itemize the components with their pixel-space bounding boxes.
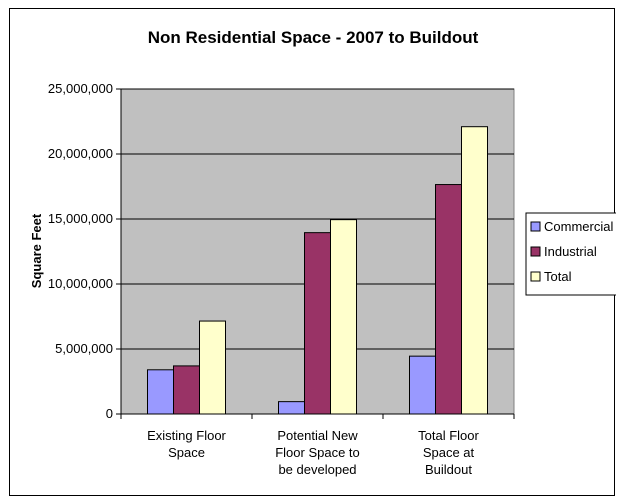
bar-commercial-2: [409, 355, 436, 415]
axes-layer: [116, 88, 515, 419]
ticks-layer: 0 5,000,000 10,000,000 15,000,000 20,000,000…: [48, 81, 113, 421]
x-category-label: Potential New: [277, 428, 358, 443]
x-category-label: Buildout: [425, 462, 472, 477]
x-category-label: Space: [168, 445, 205, 460]
legend-box: [525, 212, 616, 296]
legend-swatch-total: [530, 271, 541, 282]
legend-label-industrial: Industrial: [544, 244, 597, 259]
bar-industrial-2: [435, 184, 462, 415]
legend-label-total: Total: [544, 269, 572, 284]
bar-total-1: [330, 219, 357, 415]
x-category-label: Existing Floor: [147, 428, 226, 443]
bar-industrial-0: [173, 365, 200, 415]
legend-label-commercial: Commercial: [544, 219, 613, 234]
category-labels: Existing Floor Space Potential New Floor Sp…: [147, 428, 479, 477]
y-tick-label: 0: [106, 406, 113, 421]
y-tick-label: 25,000,000: [48, 81, 113, 96]
x-category-label: Total Floor: [418, 428, 479, 443]
bar-commercial-0: [147, 369, 174, 415]
y-tick-label: 15,000,000: [48, 211, 113, 226]
bar-total-2: [461, 126, 488, 415]
legend-swatch-industrial: [530, 246, 541, 257]
chart-svg: Non Residential Space - 2007 to Buildout…: [29, 28, 616, 477]
bar-commercial-1: [278, 401, 305, 415]
bar-industrial-1: [304, 232, 331, 415]
y-axis-label: Square Feet: [29, 213, 44, 288]
chart-frame: Non Residential Space - 2007 to Buildout…: [9, 8, 616, 496]
y-tick-label: 20,000,000: [48, 146, 113, 161]
legend-swatch-commercial: [530, 221, 541, 232]
y-tick-label: 5,000,000: [55, 341, 113, 356]
bar-total-0: [199, 320, 226, 415]
legend: Commercial Industrial Total: [525, 212, 616, 296]
chart-title: Non Residential Space - 2007 to Buildout: [148, 28, 479, 47]
y-tick-label: 10,000,000: [48, 276, 113, 291]
bars-layer: [147, 126, 488, 415]
x-category-label: Floor Space to: [275, 445, 360, 460]
x-category-label: Space at: [423, 445, 475, 460]
x-category-label: be developed: [278, 462, 356, 477]
